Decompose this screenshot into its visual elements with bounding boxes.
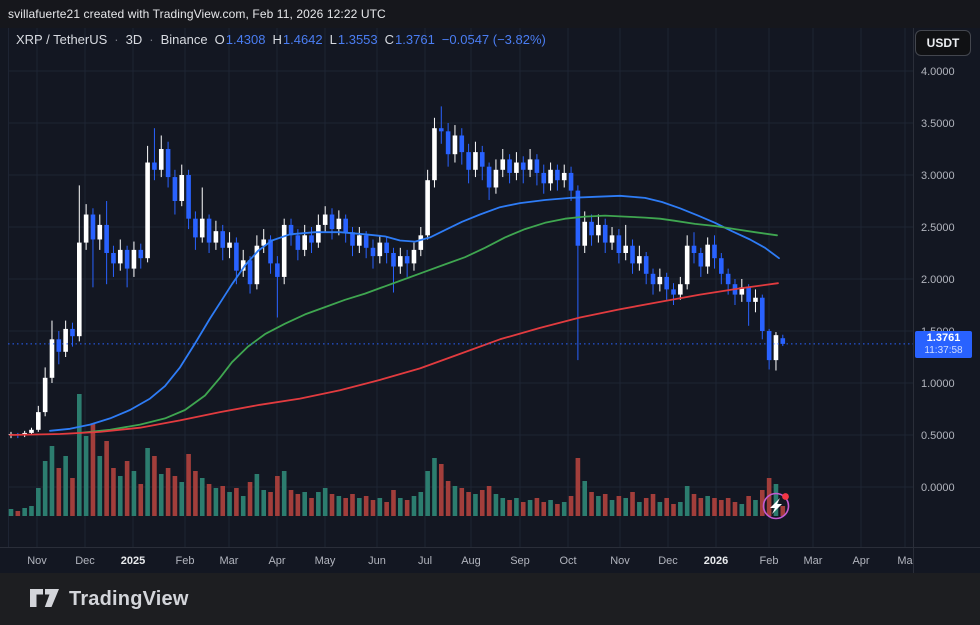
notification-dot bbox=[782, 493, 789, 500]
last-price-badge: 1.3761 11:37:58 bbox=[915, 331, 972, 358]
event-marker[interactable] bbox=[762, 492, 790, 520]
time-axis-label: Dec bbox=[75, 555, 95, 567]
grid-lines bbox=[8, 28, 913, 547]
ohlc-open: O 1.4308 bbox=[214, 32, 266, 47]
price-axis[interactable]: 4.00003.50003.00002.50002.00001.50001.00… bbox=[921, 66, 955, 494]
candlestick-series[interactable] bbox=[8, 106, 786, 439]
time-axis-label: Feb bbox=[760, 555, 779, 567]
ohlc-low: L 1.3553 bbox=[329, 32, 378, 47]
exchange-label: Binance bbox=[160, 32, 208, 47]
bar-countdown: 11:37:58 bbox=[924, 345, 963, 357]
volume-series bbox=[8, 394, 786, 516]
price-tick-label: 1.0000 bbox=[921, 378, 955, 390]
time-axis-label: Jun bbox=[368, 555, 386, 567]
ma-slow bbox=[9, 282, 779, 436]
time-axis-label: Ma bbox=[897, 555, 913, 567]
time-axis-label: Sep bbox=[510, 555, 530, 567]
tradingview-logo-icon bbox=[30, 589, 59, 607]
time-axis-label: Apr bbox=[268, 555, 285, 567]
ma-mid bbox=[79, 214, 778, 434]
event-marker-ring bbox=[762, 492, 790, 520]
interval-label[interactable]: 3D bbox=[125, 32, 143, 47]
price-tick-label: 4.0000 bbox=[921, 66, 955, 78]
change-value: −0.0547 (−3.82%) bbox=[441, 32, 546, 47]
price-tick-label: 0.5000 bbox=[921, 430, 955, 442]
price-chart[interactable]: 4.00003.50003.00002.50002.00001.50001.00… bbox=[0, 28, 980, 573]
price-tick-label: 3.0000 bbox=[921, 170, 955, 182]
legend-separator: · bbox=[114, 32, 119, 47]
last-price-value: 1.3761 bbox=[926, 332, 961, 345]
time-axis-label: Jul bbox=[418, 555, 432, 567]
time-axis[interactable]: Nov Dec 2025 Feb Mar Apr May Jun Jul Aug Sep Oct Nov… bbox=[27, 555, 913, 567]
ma-fast bbox=[49, 194, 780, 432]
time-axis-label: Nov bbox=[610, 555, 630, 567]
symbol-title[interactable]: XRP / TetherUS bbox=[16, 32, 108, 47]
time-axis-label: Feb bbox=[176, 555, 195, 567]
time-axis-label: 2026 bbox=[704, 555, 728, 567]
time-axis-label: 2025 bbox=[121, 555, 145, 567]
time-axis-label: Aug bbox=[461, 555, 481, 567]
time-axis-label: Nov bbox=[27, 555, 47, 567]
time-axis-label: Dec bbox=[658, 555, 678, 567]
lightning-icon bbox=[770, 498, 782, 514]
price-tick-label: 3.5000 bbox=[921, 118, 955, 130]
footer-bar: TradingView bbox=[0, 573, 980, 625]
time-axis-label: Oct bbox=[559, 555, 576, 567]
tradingview-logo-text: TradingView bbox=[69, 587, 189, 610]
ohlc-close: C 1.3761 bbox=[384, 32, 435, 47]
time-axis-label: Apr bbox=[852, 555, 869, 567]
time-axis-label: Mar bbox=[804, 555, 823, 567]
attribution-text: svillafuerte21 created with TradingView.… bbox=[8, 7, 386, 21]
legend-separator: · bbox=[149, 32, 154, 47]
price-tick-label: 2.5000 bbox=[921, 222, 955, 234]
time-axis-label: Mar bbox=[220, 555, 239, 567]
price-tick-label: 2.0000 bbox=[921, 274, 955, 286]
tradingview-logo[interactable]: TradingView bbox=[30, 588, 189, 611]
currency-toggle-button[interactable]: USDT bbox=[915, 30, 971, 56]
attribution-bar: svillafuerte21 created with TradingView.… bbox=[0, 0, 980, 28]
axis-borders bbox=[0, 28, 980, 573]
time-axis-label: May bbox=[315, 555, 336, 567]
price-tick-label: 0.0000 bbox=[921, 482, 955, 494]
ohlc-high: H 1.4642 bbox=[272, 32, 323, 47]
